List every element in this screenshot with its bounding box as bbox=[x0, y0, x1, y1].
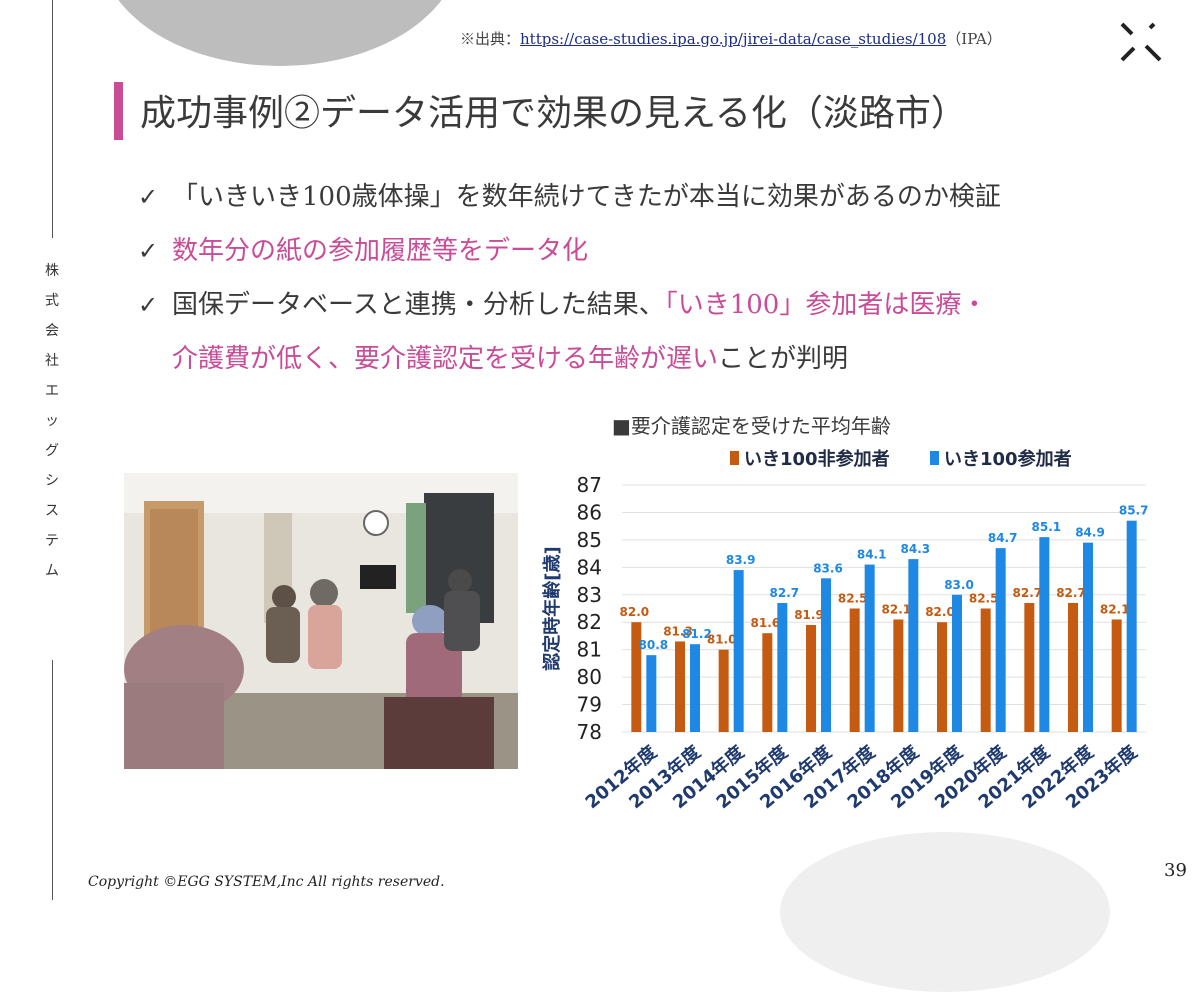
y-axis-label: 認定時年齢[歳] bbox=[541, 546, 563, 670]
bar bbox=[777, 603, 788, 732]
y-tick-label: 78 bbox=[577, 720, 602, 744]
bar-chart: 78 79 80 81 82 83 84 85 86 87 認定時年齢[歳] いき100非参加者 いき1… bbox=[541, 448, 1149, 813]
check-icon: ✓ bbox=[138, 291, 159, 319]
bar bbox=[762, 633, 773, 732]
source-prefix: ※出典： bbox=[460, 30, 521, 48]
check-icon: ✓ bbox=[138, 237, 159, 265]
check-icon: ✓ bbox=[138, 183, 159, 211]
y-tick-label: 85 bbox=[577, 528, 602, 552]
bullet-3-text-b: 「いき100」参加者は医療・ bbox=[664, 290, 988, 320]
bullet-3-continued: 介護費が低く、要介護認定を受ける年齢が遅いことが判明 bbox=[172, 338, 848, 375]
bar bbox=[1039, 537, 1050, 732]
data-label: 82.5 bbox=[969, 592, 999, 606]
bar bbox=[952, 594, 962, 732]
bar bbox=[1024, 603, 1035, 732]
bullet-3-text-a: 国保データベースと連携・分析した結果、 bbox=[172, 290, 665, 320]
legend-label: いき100非参加者 bbox=[744, 448, 890, 470]
bullet-3: ✓ 国保データベースと連携・分析した結果、「いき100」参加者は医療・ bbox=[138, 284, 987, 321]
bullet-3-text-c: 介護費が低く、要介護認定を受ける年齢が遅い bbox=[172, 344, 719, 374]
data-label: 82.1 bbox=[882, 602, 912, 616]
data-label: 83.9 bbox=[726, 553, 756, 567]
bar bbox=[864, 564, 875, 732]
bar bbox=[631, 622, 642, 732]
vertical-rule-bottom bbox=[52, 660, 53, 900]
y-tick-label: 81 bbox=[577, 638, 602, 662]
bar bbox=[893, 619, 904, 732]
data-label: 84.9 bbox=[1075, 526, 1105, 540]
bar bbox=[690, 644, 700, 732]
source-note: ※出典：https://case-studies.ipa.go.jp/jirei… bbox=[460, 28, 1002, 49]
data-label: 84.7 bbox=[988, 531, 1018, 545]
data-label: 82.7 bbox=[770, 586, 800, 600]
chart-title: ■要介護認定を受けた平均年齢 bbox=[612, 414, 891, 438]
y-tick-label: 80 bbox=[577, 665, 602, 689]
y-tick-label: 86 bbox=[577, 500, 602, 524]
bullet-3-text-d: ことが判明 bbox=[718, 344, 849, 374]
bar bbox=[995, 548, 1006, 732]
data-label: 80.8 bbox=[639, 638, 669, 652]
data-label: 81.9 bbox=[794, 608, 824, 622]
data-label: 81.2 bbox=[682, 627, 712, 641]
bullet-2: ✓ 数年分の紙の参加履歴等をデータ化 bbox=[138, 230, 588, 267]
bar bbox=[1083, 542, 1093, 732]
bar bbox=[806, 624, 816, 732]
source-link[interactable]: https://case-studies.ipa.go.jp/jirei-dat… bbox=[520, 30, 947, 48]
data-label: 85.7 bbox=[1119, 504, 1149, 518]
data-label: 84.1 bbox=[857, 548, 887, 562]
decor-circle-top bbox=[100, 0, 460, 66]
data-label: 85.1 bbox=[1032, 520, 1062, 534]
y-tick-label: 84 bbox=[577, 555, 602, 579]
copyright: Copyright ©EGG SYSTEM,Inc All rights res… bbox=[88, 874, 445, 890]
vertical-rule-top bbox=[52, 0, 53, 238]
data-label: 82.0 bbox=[620, 605, 650, 619]
source-suffix: （IPA） bbox=[946, 30, 1002, 48]
exercise-class-photo bbox=[124, 473, 518, 769]
data-label: 83.6 bbox=[813, 561, 843, 575]
bar bbox=[849, 608, 860, 732]
bullet-2-text: 数年分の紙の参加履歴等をデータ化 bbox=[172, 236, 589, 266]
company-logo-icon bbox=[1120, 22, 1162, 62]
bar bbox=[1126, 520, 1137, 732]
y-tick-label: 83 bbox=[577, 583, 602, 607]
legend-swatch bbox=[730, 451, 739, 465]
data-label: 82.1 bbox=[1100, 602, 1130, 616]
bar bbox=[1111, 619, 1122, 732]
bar bbox=[821, 578, 831, 732]
company-name-vertical: 株式会社エッグシステム bbox=[45, 263, 59, 579]
bar bbox=[646, 655, 657, 732]
data-label: 82.0 bbox=[925, 605, 955, 619]
bar bbox=[980, 608, 991, 732]
bullet-1: ✓ 「いきいき100歳体操」を数年続けてきたが本当に効果があるのか検証 bbox=[138, 176, 1001, 213]
bar bbox=[937, 622, 947, 732]
page-number: 39 bbox=[1164, 860, 1187, 881]
y-tick-label: 82 bbox=[577, 610, 602, 634]
slide-title: 成功事例②データ活用で効果の見える化（淡路市） bbox=[140, 93, 967, 134]
data-label: 81.0 bbox=[707, 633, 737, 647]
bar bbox=[1068, 603, 1078, 732]
legend-swatch bbox=[930, 451, 939, 465]
data-label: 81.3 bbox=[663, 624, 693, 638]
title-accent-bar bbox=[114, 82, 123, 140]
bar bbox=[675, 641, 685, 732]
data-label: 82.5 bbox=[838, 592, 868, 606]
data-label: 83.0 bbox=[944, 578, 974, 592]
data-label: 84.3 bbox=[901, 542, 931, 556]
data-label: 82.7 bbox=[1056, 586, 1086, 600]
data-label: 82.7 bbox=[1013, 586, 1043, 600]
y-tick-label: 87 bbox=[577, 473, 602, 497]
bar bbox=[733, 570, 744, 732]
bar bbox=[718, 649, 729, 732]
bullet-1-text: 「いきいき100歳体操」を数年続けてきたが本当に効果があるのか検証 bbox=[172, 182, 1001, 212]
data-label: 81.6 bbox=[751, 616, 781, 630]
legend-label: いき100参加者 bbox=[944, 448, 1072, 470]
bar bbox=[908, 559, 919, 732]
y-tick-label: 79 bbox=[577, 693, 602, 717]
